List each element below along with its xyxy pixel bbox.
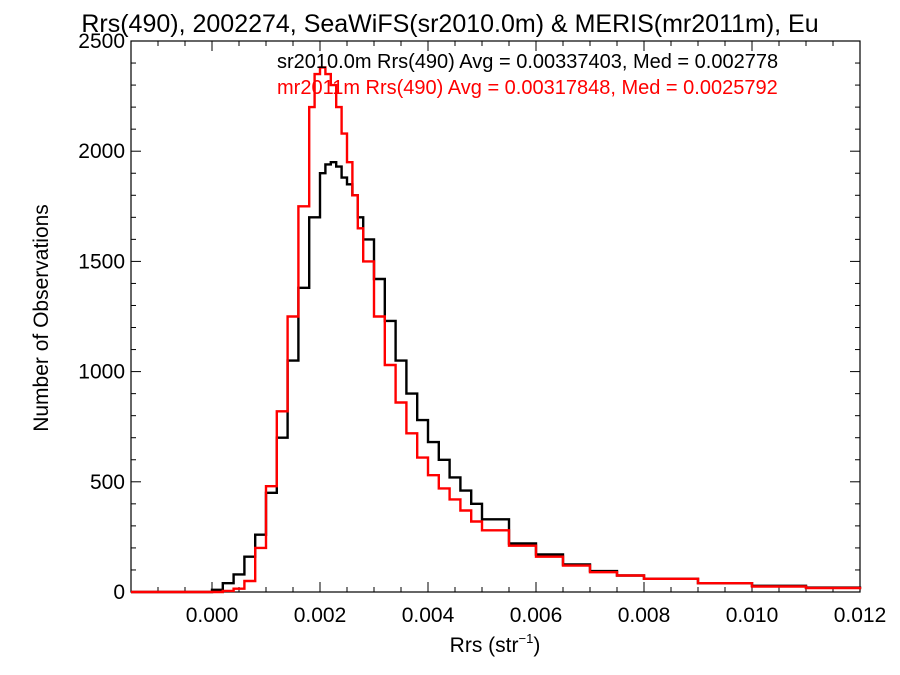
y-tick-label: 2500: [78, 30, 125, 53]
stats-legend: sr2010.0m Rrs(490) Avg = 0.00337403, Med…: [277, 51, 778, 99]
series-line-0: [131, 161, 862, 594]
plot-area: [130, 40, 861, 593]
chart-title: Rrs(490), 2002274, SeaWiFS(sr2010.0m) & …: [81, 10, 818, 38]
x-tick-label: 0.012: [834, 604, 887, 627]
plot-frame: [130, 40, 861, 593]
x-tick-label: 0.010: [726, 604, 779, 627]
series-layer: [131, 66, 862, 594]
x-tick-label: 0.008: [618, 604, 671, 627]
x-tick-label: 0.002: [294, 604, 347, 627]
x-axis-label: Rrs (str−1): [450, 631, 541, 657]
x-tick-label: 0.000: [186, 604, 239, 627]
y-tick-label: 2000: [78, 140, 125, 163]
y-axis-label: Number of Observations: [30, 204, 53, 432]
y-tick-label: 1000: [78, 361, 125, 384]
x-axis-label-sup: −1: [519, 631, 534, 646]
y-axis: 0 500 1000 1500 2000 2500: [78, 30, 860, 604]
y-tick-label: 500: [90, 471, 125, 494]
y-tick-label: 1500: [78, 250, 125, 273]
y-tick-label: 0: [113, 581, 125, 604]
x-tick-label: 0.006: [510, 604, 563, 627]
x-tick-label: 0.004: [402, 604, 455, 627]
x-axis-label-close: ): [533, 634, 540, 657]
stats-line-0: sr2010.0m Rrs(490) Avg = 0.00337403, Med…: [277, 51, 778, 73]
stats-line-1: mr2011m Rrs(490) Avg = 0.00317848, Med =…: [277, 77, 778, 99]
x-axis-label-main: Rrs (str: [450, 634, 519, 657]
series-line-1: [131, 66, 862, 594]
x-axis: 0.000 0.002 0.004 0.006 0.008 0.010 0.012: [157, 41, 887, 627]
